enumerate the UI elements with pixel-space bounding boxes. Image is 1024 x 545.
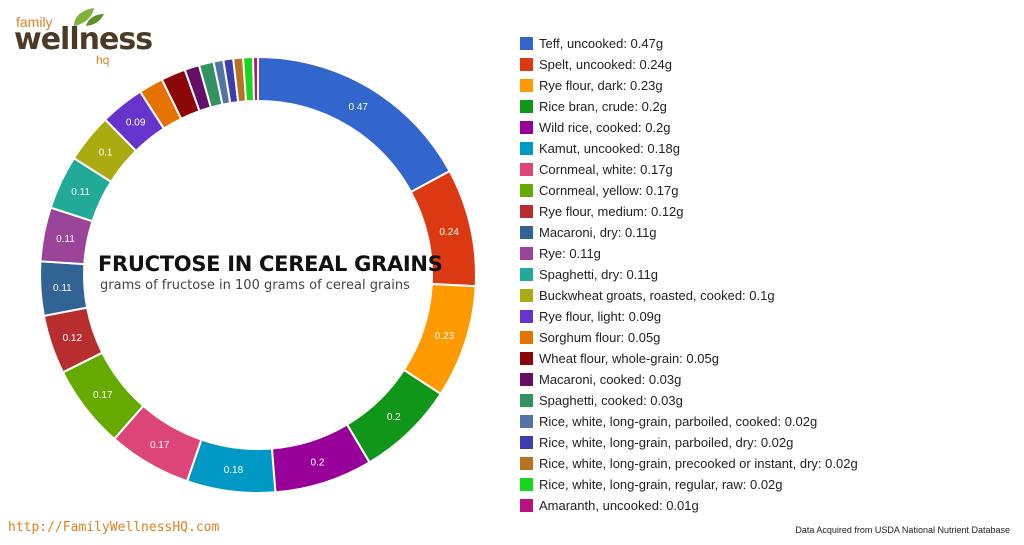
slice-value-label: 0.11 <box>53 283 72 294</box>
legend-label: Spaghetti, cooked: 0.03g <box>539 393 683 408</box>
legend-swatch <box>520 478 533 491</box>
legend-swatch <box>520 226 533 239</box>
donut-slices <box>39 55 477 494</box>
legend-swatch <box>520 100 533 113</box>
legend-item[interactable]: Rye flour, light: 0.09g <box>520 306 858 327</box>
legend-item[interactable]: Spaghetti, dry: 0.11g <box>520 264 858 285</box>
slice-value-label: 0.18 <box>224 465 244 476</box>
legend-label: Wheat flour, whole-grain: 0.05g <box>539 351 719 366</box>
legend-label: Macaroni, dry: 0.11g <box>539 225 657 240</box>
legend-item[interactable]: Wild rice, cooked: 0.2g <box>520 117 858 138</box>
legend-item[interactable]: Teff, uncooked: 0.47g <box>520 33 858 54</box>
legend-label: Wild rice, cooked: 0.2g <box>539 120 671 135</box>
donut-slice[interactable] <box>251 55 259 103</box>
legend-label: Rice, white, long-grain, parboiled, dry:… <box>539 435 794 450</box>
legend-swatch <box>520 415 533 428</box>
legend-item[interactable]: Kamut, uncooked: 0.18g <box>520 138 858 159</box>
legend-item[interactable]: Macaroni, dry: 0.11g <box>520 222 858 243</box>
legend-label: Rye: 0.11g <box>539 246 601 261</box>
logo-text-main: wellness <box>14 22 153 57</box>
legend-item[interactable]: Rice, white, long-grain, parboiled, dry:… <box>520 432 858 453</box>
logo-text-sub: hq <box>96 53 110 67</box>
legend-label: Rice bran, crude: 0.2g <box>539 99 667 114</box>
slice-value-label: 0.2 <box>387 412 401 423</box>
legend-item[interactable]: Wheat flour, whole-grain: 0.05g <box>520 348 858 369</box>
chart-title: FRUCTOSE IN CEREAL GRAINS <box>98 252 443 276</box>
legend-label: Rice, white, long-grain, regular, raw: 0… <box>539 477 783 492</box>
slice-value-label: 0.1 <box>99 147 113 158</box>
legend-item[interactable]: Rye flour, medium: 0.12g <box>520 201 858 222</box>
legend-label: Cornmeal, white: 0.17g <box>539 162 673 177</box>
slice-value-label: 0.17 <box>150 440 170 451</box>
legend-item[interactable]: Buckwheat groats, roasted, cooked: 0.1g <box>520 285 858 306</box>
legend-swatch <box>520 58 533 71</box>
legend-item[interactable]: Sorghum flour: 0.05g <box>520 327 858 348</box>
legend-item[interactable]: Amaranth, uncooked: 0.01g <box>520 495 858 516</box>
legend-swatch <box>520 205 533 218</box>
slice-value-label: 0.12 <box>63 333 83 344</box>
site-url-link[interactable]: http://FamilyWellnessHQ.com <box>8 520 220 535</box>
legend-swatch <box>520 436 533 449</box>
logo-text-top: family <box>16 14 53 30</box>
leaf-icon <box>74 8 104 26</box>
legend-label: Rye flour, dark: 0.23g <box>539 78 663 93</box>
legend-label: Amaranth, uncooked: 0.01g <box>539 498 699 513</box>
chart-legend: Teff, uncooked: 0.47g Spelt, uncooked: 0.… <box>520 33 858 516</box>
slice-value-label: 0.2 <box>311 457 325 468</box>
legend-label: Rye flour, light: 0.09g <box>539 309 662 324</box>
legend-swatch <box>520 247 533 260</box>
donut-chart: 0.47 0.24 0.23 0.2 0.2 0.18 0.17 0.17 0.12 0.11 0.… <box>39 55 477 494</box>
legend-swatch <box>520 331 533 344</box>
legend-swatch <box>520 79 533 92</box>
legend-swatch <box>520 142 533 155</box>
legend-label: Macaroni, cooked: 0.03g <box>539 372 682 387</box>
slice-value-label: 0.11 <box>71 187 90 198</box>
legend-swatch <box>520 310 533 323</box>
legend-label: Rice, white, long-grain, parboiled, cook… <box>539 414 818 429</box>
legend-swatch <box>520 268 533 281</box>
legend-item[interactable]: Rye flour, dark: 0.23g <box>520 75 858 96</box>
slice-value-label: 0.23 <box>435 331 455 342</box>
legend-item[interactable]: Macaroni, cooked: 0.03g <box>520 369 858 390</box>
slice-value-label: 0.17 <box>93 390 113 401</box>
slice-value-label: 0.09 <box>126 117 146 128</box>
legend-swatch <box>520 289 533 302</box>
legend-swatch <box>520 499 533 512</box>
legend-swatch <box>520 373 533 386</box>
legend-swatch <box>520 37 533 50</box>
chart-subtitle: grams of fructose in 100 grams of cereal… <box>100 278 410 293</box>
slice-value-label: 0.11 <box>56 234 75 245</box>
slice-value-label: 0.47 <box>349 102 369 113</box>
legend-item[interactable]: Rice bran, crude: 0.2g <box>520 96 858 117</box>
legend-swatch <box>520 394 533 407</box>
legend-item[interactable]: Rice, white, long-grain, precooked or in… <box>520 453 858 474</box>
legend-item[interactable]: Cornmeal, yellow: 0.17g <box>520 180 858 201</box>
legend-swatch <box>520 184 533 197</box>
legend-label: Spaghetti, dry: 0.11g <box>539 267 659 282</box>
legend-label: Rye flour, medium: 0.12g <box>539 204 684 219</box>
legend-item[interactable]: Spelt, uncooked: 0.24g <box>520 54 858 75</box>
legend-swatch <box>520 121 533 134</box>
brand-logo[interactable]: family wellness hq <box>8 6 168 67</box>
legend-swatch <box>520 352 533 365</box>
legend-item[interactable]: Cornmeal, white: 0.17g <box>520 159 858 180</box>
legend-label: Sorghum flour: 0.05g <box>539 330 661 345</box>
legend-label: Spelt, uncooked: 0.24g <box>539 57 672 72</box>
data-source-note: Data Acquired from USDA National Nutrien… <box>795 525 1010 535</box>
legend-label: Buckwheat groats, roasted, cooked: 0.1g <box>539 288 775 303</box>
legend-item[interactable]: Rice, white, long-grain, regular, raw: 0… <box>520 474 858 495</box>
legend-item[interactable]: Rice, white, long-grain, parboiled, cook… <box>520 411 858 432</box>
legend-swatch <box>520 163 533 176</box>
donut-slice-labels: 0.47 0.24 0.23 0.2 0.2 0.18 0.17 0.17 0.12 0.11 0.… <box>53 102 459 476</box>
legend-swatch <box>520 457 533 470</box>
legend-item[interactable]: Rye: 0.11g <box>520 243 858 264</box>
legend-label: Teff, uncooked: 0.47g <box>539 36 664 51</box>
slice-value-label: 0.24 <box>439 227 459 238</box>
legend-label: Kamut, uncooked: 0.18g <box>539 141 680 156</box>
donut-slice[interactable] <box>257 55 451 194</box>
legend-item[interactable]: Spaghetti, cooked: 0.03g <box>520 390 858 411</box>
legend-label: Rice, white, long-grain, precooked or in… <box>539 456 858 471</box>
legend-label: Cornmeal, yellow: 0.17g <box>539 183 679 198</box>
